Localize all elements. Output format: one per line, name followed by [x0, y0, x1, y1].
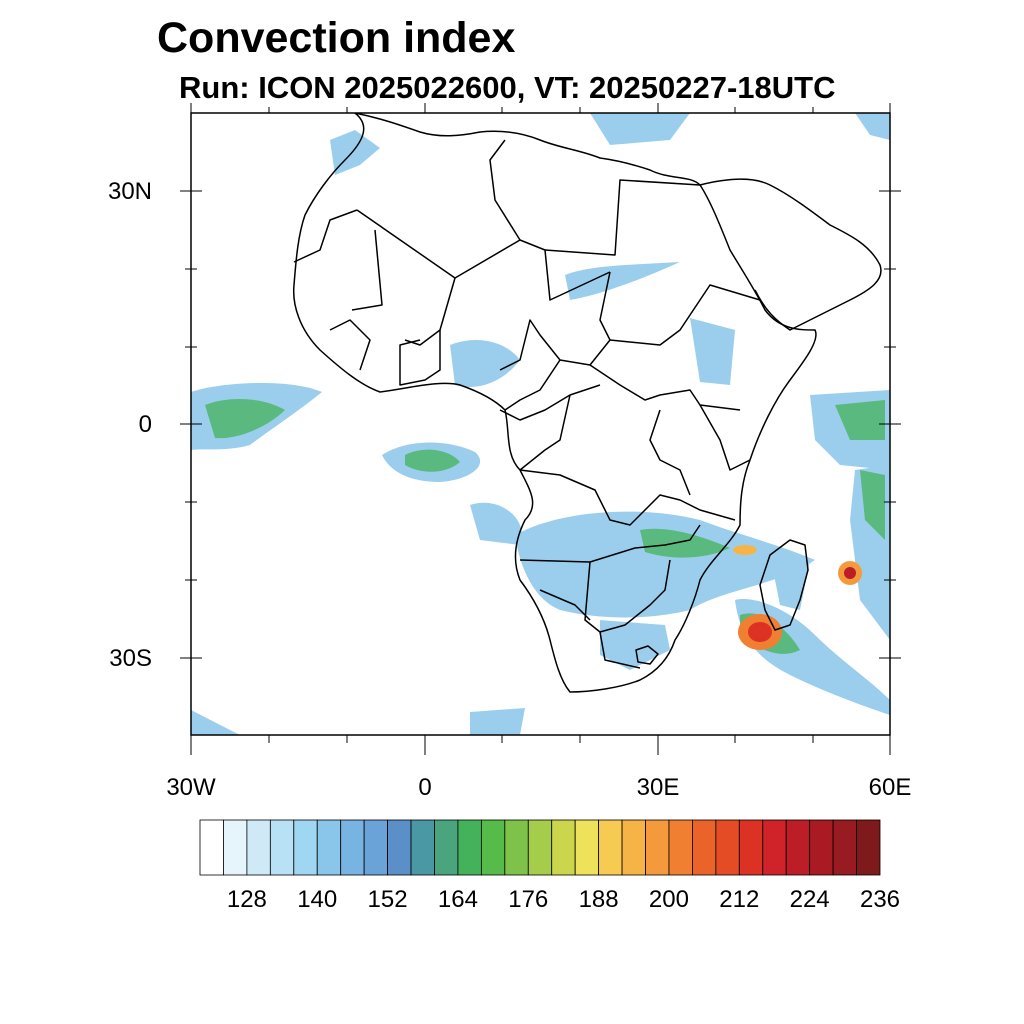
colorbar-swatch — [504, 819, 529, 876]
lon-label-30e: 30E — [636, 774, 680, 801]
colorbar-swatch — [363, 819, 388, 876]
colorbar-swatch — [692, 819, 717, 876]
axis-ticks — [180, 103, 901, 755]
map-plot-area — [191, 113, 890, 735]
colorbar-swatch — [832, 819, 857, 876]
lon-label-30w: 30W — [166, 774, 216, 801]
colorbar-swatch — [316, 819, 342, 876]
colorbar-swatch — [457, 819, 482, 876]
colorbar-swatch — [527, 819, 553, 876]
colorbar-swatch — [223, 819, 248, 876]
colorbar-tick-label: 152 — [367, 886, 408, 913]
map-title: Convection index — [157, 14, 516, 62]
lon-label-0: 0 — [418, 774, 432, 801]
colorbar-swatch — [340, 819, 365, 876]
colorbar-swatch — [762, 819, 787, 876]
colorbar-swatch — [269, 819, 295, 876]
colorbar-swatch — [598, 819, 623, 876]
colorbar-swatch — [645, 819, 670, 876]
lon-label-60e: 60E — [868, 774, 912, 801]
coastline-borders — [292, 113, 882, 693]
colorbar-swatch — [785, 819, 811, 876]
colorbar-swatch — [856, 819, 881, 876]
colorbar-tick-label: 224 — [789, 886, 830, 913]
colorbar-swatch — [551, 819, 576, 876]
colorbar-swatch — [480, 819, 506, 876]
colorbar-swatch — [738, 819, 764, 876]
colorbar-tick-label: 236 — [859, 886, 901, 913]
colorbar — [199, 819, 881, 876]
colorbar-swatch — [246, 819, 271, 876]
colorbar-tick-label: 200 — [648, 886, 689, 913]
colorbar-swatch — [574, 819, 600, 876]
colorbar-tick-label: 176 — [508, 886, 549, 913]
colorbar-tick-label: 164 — [437, 886, 478, 913]
lat-label-30s: 30S — [109, 645, 152, 672]
colorbar-swatch — [410, 819, 435, 876]
colorbar-swatch — [621, 819, 646, 876]
colorbar-swatch — [293, 819, 318, 876]
colorbar-tick-label: 188 — [578, 886, 619, 913]
colorbar-tick-label: 140 — [297, 886, 338, 913]
lat-label-30n: 30N — [107, 178, 152, 205]
colorbar-swatch — [199, 819, 224, 876]
colorbar-tick-label: 212 — [719, 886, 760, 913]
colorbar-swatch — [809, 819, 834, 876]
lat-label-0: 0 — [138, 411, 152, 438]
colorbar-swatch — [668, 819, 693, 876]
map-gridlines — [191, 190, 890, 659]
colorbar-swatch — [434, 819, 459, 876]
colorbar-swatch — [715, 819, 740, 876]
map-subtitle: Run: ICON 2025022600, VT: 20250227-18UTC — [179, 70, 836, 105]
colorbar-swatch — [387, 819, 412, 876]
colorbar-tick-label: 128 — [226, 886, 267, 913]
